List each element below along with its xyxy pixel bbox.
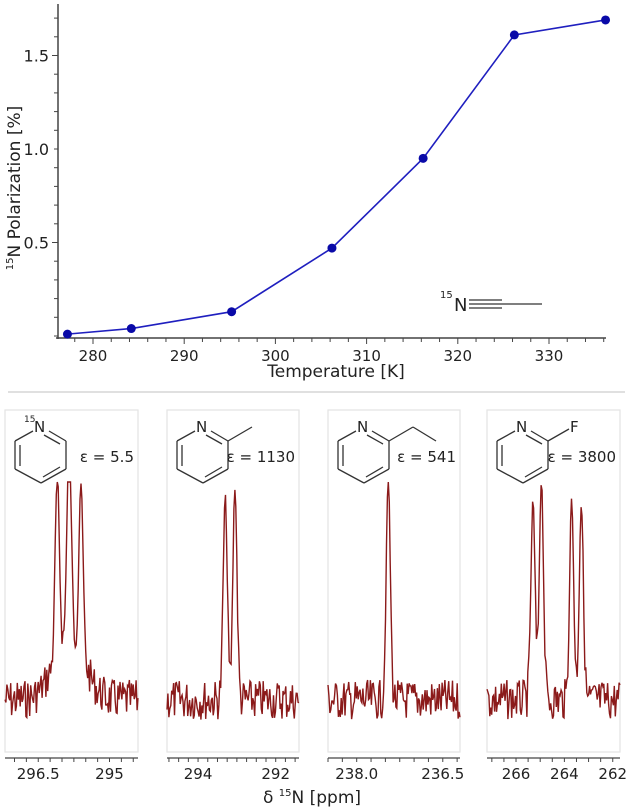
molecule-structure (337, 426, 437, 484)
epsilon-label: ε = 5.5 (80, 448, 134, 466)
panel-x-tick-label: 262 (598, 765, 627, 783)
isotope-label: 15 (24, 415, 35, 425)
acetonitrile-isotope: 15 (440, 290, 453, 301)
data-point-marker (62, 329, 72, 339)
nitrogen-atom-label: N (34, 418, 45, 436)
molecule-structure (496, 428, 570, 484)
panel-x-tick-label: 238.0 (335, 765, 378, 783)
data-point-marker (418, 153, 428, 163)
panel-x-tick-label: 266 (502, 765, 531, 783)
data-point-marker (327, 243, 337, 253)
y-axis-label-text: N Polarization [%] (5, 106, 25, 258)
nmr-x-axis-unit: N [ppm] (292, 788, 362, 808)
x-tick-labels: 280 290 300 310 320 330 (79, 347, 564, 365)
nmr-spectrum-trace (486, 485, 621, 720)
panel-x-tick-label: 296.5 (17, 765, 60, 783)
nmr-spectrum-trace (327, 481, 461, 720)
y-tick-label: 1.0 (24, 140, 49, 159)
molecule-structure (14, 430, 67, 484)
nmr-panel-pyridine: N15 ε = 5.5 296.5 295 (4, 409, 139, 783)
x-axis-label: Temperature [K] (266, 362, 405, 382)
panel-x-tick-label: 292 (261, 765, 290, 783)
nmr-panel-2-fluoropyridine: N Fε = 3800 266 264 262 (486, 409, 627, 783)
y-ticks (52, 17, 58, 337)
panel-x-tick-label: 294 (184, 765, 213, 783)
acetonitrile-nitrogen: N (454, 295, 467, 316)
epsilon-label: ε = 541 (397, 448, 456, 466)
data-point-marker (227, 307, 237, 317)
panel-x-tick-label: 236.5 (421, 765, 464, 783)
data-point-marker (601, 15, 611, 25)
y-tick-label: 0.5 (24, 234, 49, 253)
data-point-marker (126, 324, 136, 334)
x-tick-label: 290 (170, 347, 199, 365)
polarization-series-line (67, 19, 606, 335)
nmr-spectrum-trace (166, 489, 300, 720)
nmr-spectrum-trace (4, 481, 139, 720)
nmr-panel-2-methylpyridine: Nε = 1130 294 292 (166, 409, 300, 783)
x-tick-label: 320 (443, 347, 472, 365)
nitrogen-atom-label: N (357, 418, 368, 436)
y-axis-label: 15N Polarization [%] (5, 106, 25, 270)
epsilon-label: ε = 3800 (548, 448, 616, 466)
x-tick-label: 310 (352, 347, 381, 365)
svg-text:15N Polarization [%]: 15N Polarization [%] (5, 106, 25, 270)
y-axis-label-isotope: 15 (5, 258, 16, 271)
nitrogen-atom-label: N (516, 418, 527, 436)
molecule-structure (176, 426, 253, 484)
polarization-chart: 0.5 1.0 1.5 280 290 300 310 320 330 Temperature… (5, 4, 611, 382)
y-tick-label: 1.5 (24, 47, 49, 66)
nmr-x-axis-label: δ 15N [ppm] (263, 788, 361, 808)
nmr-x-axis-delta: δ (263, 788, 279, 808)
panel-x-tick-label: 264 (550, 765, 579, 783)
fluorine-atom-label: F (570, 418, 579, 436)
y-tick-labels: 0.5 1.0 1.5 (24, 47, 49, 253)
nmr-panel-2-ethylpyridine: Nε = 541 238.0 236.5 (327, 409, 464, 783)
panel-x-tick-label: 295 (95, 765, 124, 783)
x-tick-label: 300 (261, 347, 290, 365)
acetonitrile-structure: 15 N (440, 290, 542, 316)
nitrogen-atom-label: N (196, 418, 207, 436)
x-ticks (74, 338, 605, 344)
nmr-x-axis-isotope: 15 (279, 788, 292, 799)
epsilon-label: ε = 1130 (227, 448, 295, 466)
polarization-series-markers (62, 15, 611, 339)
data-point-marker (509, 30, 519, 40)
x-tick-label: 330 (535, 347, 564, 365)
x-tick-label: 280 (79, 347, 108, 365)
